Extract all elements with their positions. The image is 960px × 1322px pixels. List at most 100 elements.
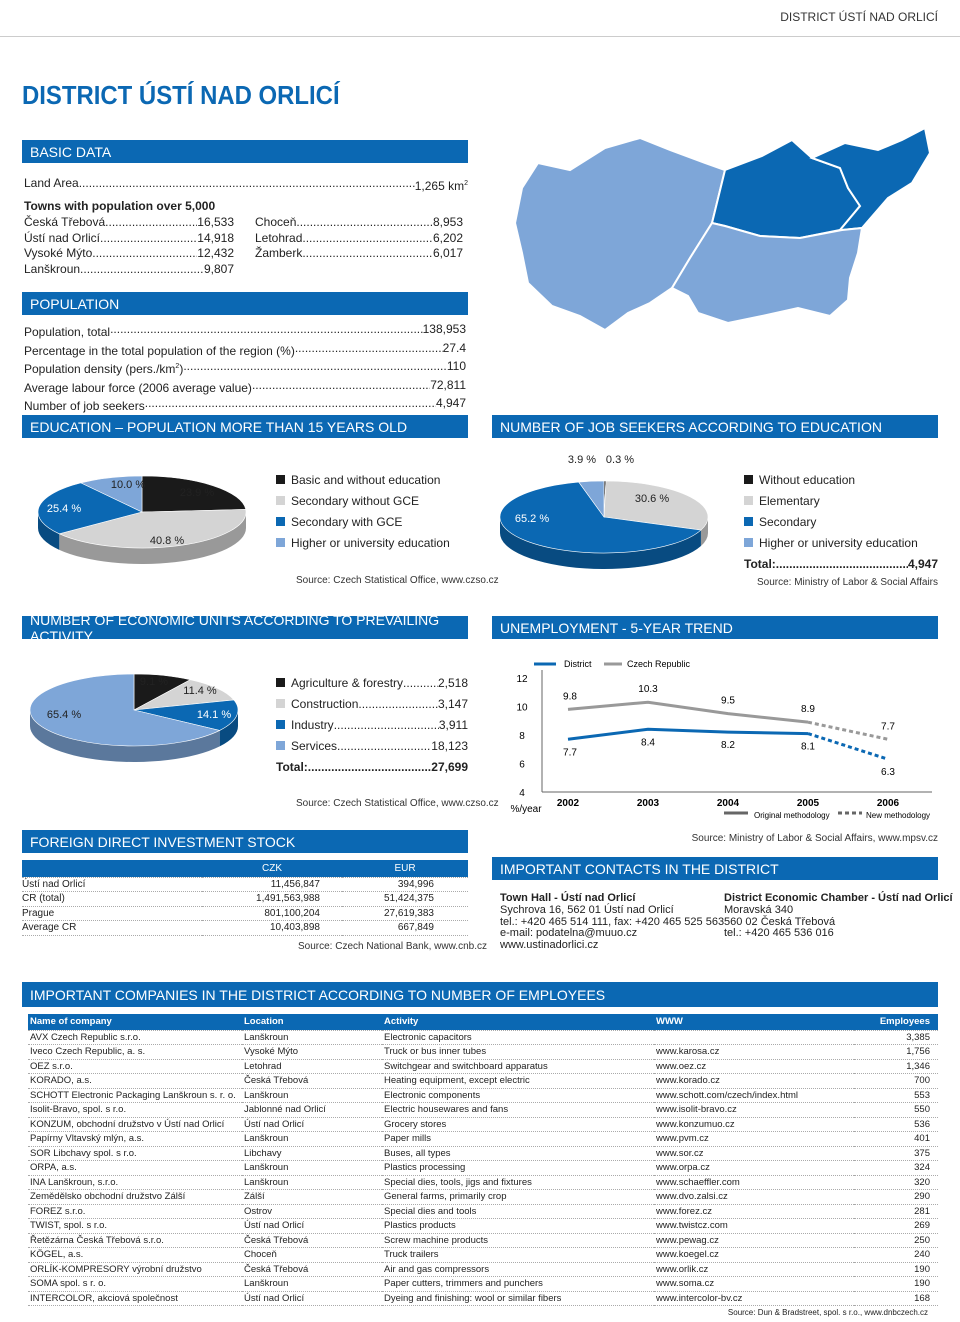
legend-label: Secondary with GCE <box>291 514 403 529</box>
leader-dots <box>337 739 431 753</box>
companies-heading-label: IMPORTANT COMPANIES IN THE DISTRICT ACCO… <box>30 986 606 1003</box>
company-cell-location: Ostrov <box>242 1204 382 1219</box>
company-cell-name: TWIST, spol. s r.o. <box>28 1218 242 1234</box>
economic-heading-label: NUMBER OF ECONOMIC UNITS ACCORDING TO PR… <box>30 611 440 644</box>
company-row: ORPA, a.s. Lanškroun Plastics processing ww… <box>28 1160 938 1176</box>
town-row: Lanškroun 9,807 <box>24 262 234 278</box>
company-cell-www[interactable]: www.dvo.zalsi.cz <box>654 1189 854 1205</box>
pie-slice-side <box>38 512 60 550</box>
fdi-col-blank <box>22 860 202 878</box>
company-cell-www[interactable]: www.orlik.cz <box>654 1262 854 1277</box>
leader-dots <box>358 697 438 711</box>
company-cell-activity: Plastics products <box>382 1218 654 1234</box>
company-row: SCHOTT Electronic Packaging Lanškroun s.… <box>28 1088 938 1103</box>
population-row: Population density (pers./km2) 110 <box>24 359 466 378</box>
company-cell-location: Česká Třebová <box>242 1262 382 1277</box>
x-tick-label: 2005 <box>797 798 820 809</box>
jobseekers-total-row: Total: 4,947 <box>744 557 938 573</box>
company-cell-www[interactable]: www.twistcz.com <box>654 1218 854 1234</box>
legend-item: Secondary without GCE <box>276 490 450 511</box>
contact-chamber-name: District Economic Chamber - Ústí nad Orl… <box>724 892 953 904</box>
company-cell-www[interactable] <box>654 1030 854 1045</box>
unemployment-source: Source: Ministry of Labor & Social Affai… <box>691 833 938 844</box>
company-cell-www[interactable]: www.karosa.cz <box>654 1044 854 1060</box>
population-row: Percentage in the total population of th… <box>24 341 466 360</box>
legend-item: Without education <box>744 469 918 490</box>
company-cell-www[interactable]: www.korado.cz <box>654 1073 854 1089</box>
pie-slice <box>141 475 247 513</box>
company-cell-activity: Special dies, tools, jigs and fixtures <box>382 1175 654 1190</box>
leader-dots <box>105 215 197 231</box>
population-heading: POPULATION <box>22 292 468 315</box>
pie-slice <box>133 699 239 731</box>
population-heading-label: POPULATION <box>30 295 120 312</box>
point-label: 8.4 <box>641 737 655 748</box>
town-name: Lanškroun <box>24 261 81 276</box>
company-cell-www[interactable]: www.forez.cz <box>654 1204 854 1219</box>
map-region-east <box>809 128 932 231</box>
company-cell-location: Vysoké Mýto <box>242 1044 382 1060</box>
x-tick-label: 2006 <box>877 798 900 809</box>
company-cell-activity: Plastics processing <box>382 1160 654 1176</box>
fdi-table: CZK EUR Ústí nad Orlicí 11,456,847 394,996… <box>22 860 468 936</box>
company-cell-www[interactable]: www.pewag.cz <box>654 1233 854 1248</box>
company-cell-www[interactable]: www.oez.cz <box>654 1059 854 1074</box>
col-activity: Activity <box>382 1014 654 1031</box>
town-population: 6,017 <box>432 246 463 260</box>
company-cell-www[interactable]: www.konzumuo.cz <box>654 1117 854 1132</box>
basic-data-heading-label: BASIC DATA <box>30 143 112 160</box>
jobseekers-source: Source: Ministry of Labor & Social Affai… <box>756 577 938 588</box>
land-area-row: Land Area 1,265 km2 <box>24 176 468 195</box>
legend-swatch <box>276 538 285 547</box>
company-cell-www[interactable]: www.sor.cz <box>654 1146 854 1161</box>
contact-chamber-street: Moravská 340 <box>724 903 794 916</box>
company-cell-www[interactable]: www.intercolor-bv.cz <box>654 1291 854 1306</box>
town-population: 8,953 <box>432 215 463 229</box>
point-label: 9.5 <box>721 696 735 707</box>
point-label: 7.7 <box>563 747 577 758</box>
company-cell-activity: Dyeing and finishing: wool or similar fi… <box>382 1291 654 1306</box>
town-row: Choceň 8,953 <box>255 215 463 231</box>
company-cell-activity: General farms, primarily crop <box>382 1189 654 1205</box>
education-pie-chart: 23.9 % 40.8 % 25.4 % 10.0 % <box>37 475 247 564</box>
legend-count: 3,147 <box>437 696 468 711</box>
y-tick-label: 12 <box>516 674 528 685</box>
contact-town-hall-phone: tel.: +420 465 514 111, fax: +420 465 52… <box>500 915 725 928</box>
company-cell-www[interactable]: www.orpa.cz <box>654 1160 854 1176</box>
company-cell-www[interactable]: www.schaeffler.com <box>654 1175 854 1190</box>
company-cell-www[interactable]: www.pvm.cz <box>654 1131 854 1147</box>
district-map <box>513 128 932 332</box>
col-www: WWW <box>654 1014 854 1031</box>
population-label: Population, total <box>24 322 110 341</box>
population-label-sup: 2 <box>175 363 180 370</box>
pie-data-label: 65.4 % <box>47 709 81 721</box>
companies-table: Name of company Location Activity WWW Em… <box>28 1014 938 1306</box>
economic-pie-chart: 9.1 % 11.4 % 14.1 % 65.4 % <box>29 673 239 762</box>
leader-dots <box>403 676 438 690</box>
fdi-cell-name: Prague <box>22 906 202 921</box>
company-cell-www[interactable]: www.koegel.cz <box>654 1247 854 1263</box>
company-cell-name: Řetězárna Česká Třebová s.r.o. <box>28 1233 242 1248</box>
company-cell-www[interactable]: www.schott.com/czech/index.html <box>654 1088 854 1103</box>
company-cell-www[interactable]: www.soma.cz <box>654 1276 854 1292</box>
map-region-south <box>670 221 864 325</box>
legend-label: Secondary without GCE <box>291 493 420 508</box>
page-title: DISTRICT ÚSTÍ NAD ORLICÍ <box>22 80 340 110</box>
legend-label: Services <box>291 738 338 753</box>
company-cell-www[interactable]: www.isolit-bravo.cz <box>654 1102 854 1118</box>
fdi-row: Ústí nad Orlicí 11,456,847 394,996 <box>22 877 468 892</box>
fdi-cell-czk: 1,491,563,988 <box>202 891 342 907</box>
town-name: Vysoké Mýto <box>24 246 93 260</box>
company-row: TWIST, spol. s r.o. Ústí nad Orlicí Plasti… <box>28 1218 938 1234</box>
contacts-heading-label: IMPORTANT CONTACTS IN THE DISTRICT <box>500 860 779 877</box>
leader-dots <box>252 378 430 397</box>
company-cell-employees: 1,756 <box>854 1044 938 1060</box>
company-cell-employees: 700 <box>854 1073 938 1089</box>
leader-dots <box>308 760 432 774</box>
point-label: 8.1 <box>801 742 815 753</box>
company-cell-name: KÖGEL, a.s. <box>28 1247 242 1263</box>
legend-label: Industry <box>291 717 334 732</box>
company-cell-name: SOMA spol. s r. o. <box>28 1276 242 1292</box>
legend-label: Without education <box>759 472 856 487</box>
company-cell-employees: 401 <box>854 1131 938 1147</box>
